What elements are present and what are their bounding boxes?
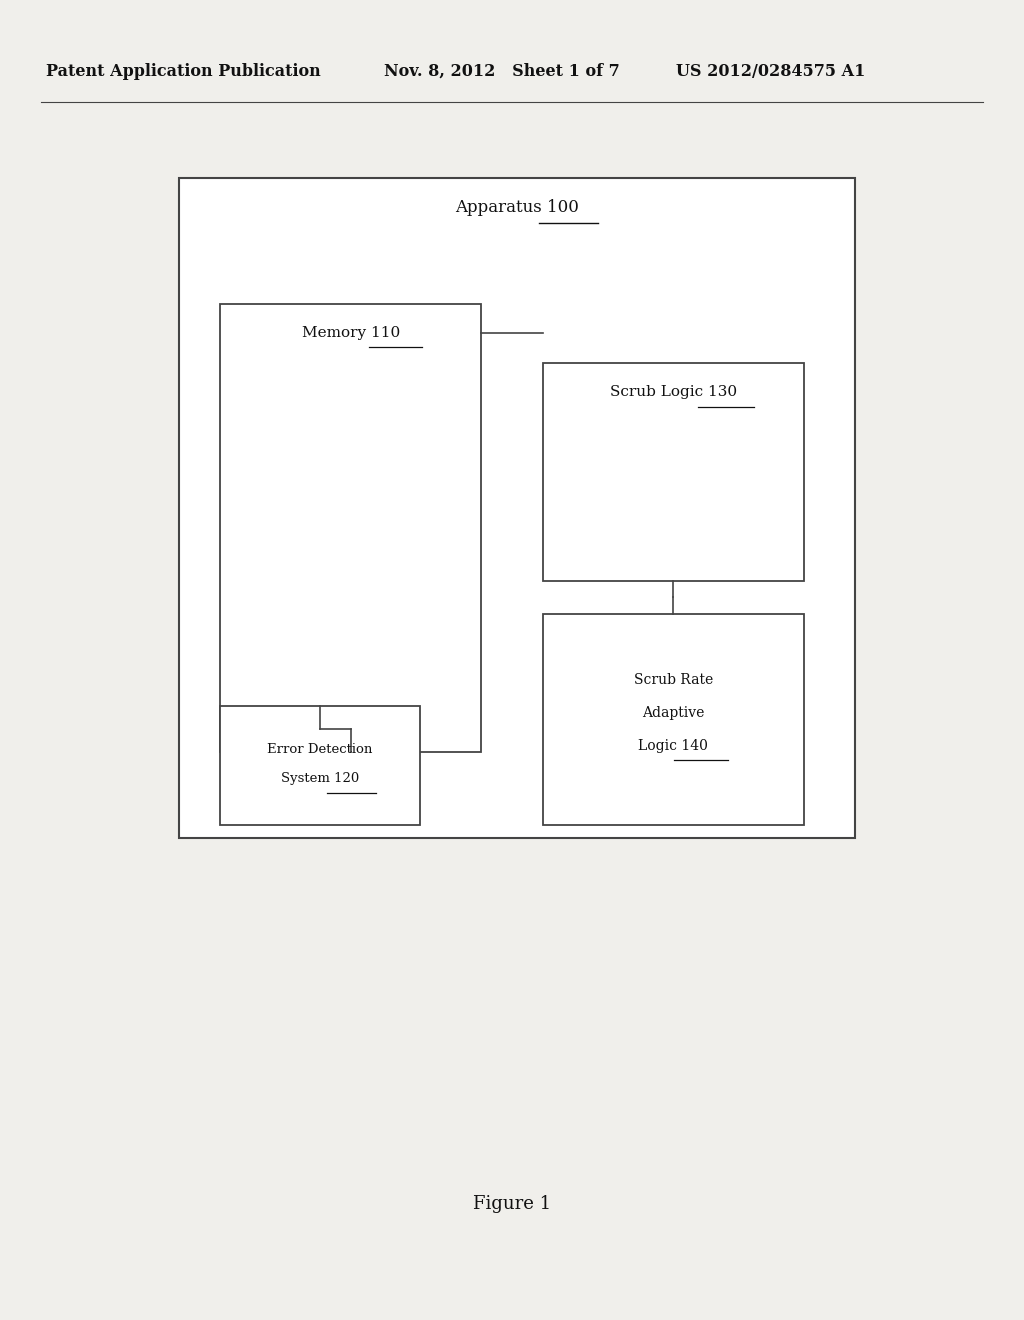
Text: Apparatus 100: Apparatus 100: [456, 199, 579, 215]
Text: Figure 1: Figure 1: [473, 1195, 551, 1213]
Text: Scrub Rate: Scrub Rate: [634, 673, 713, 686]
Bar: [220, 304, 481, 752]
Text: Nov. 8, 2012   Sheet 1 of 7: Nov. 8, 2012 Sheet 1 of 7: [384, 63, 620, 79]
Bar: [220, 706, 420, 825]
Text: System 120: System 120: [281, 772, 359, 785]
Text: US 2012/0284575 A1: US 2012/0284575 A1: [676, 63, 865, 79]
Text: Scrub Logic 130: Scrub Logic 130: [609, 385, 737, 399]
Text: Patent Application Publication: Patent Application Publication: [46, 63, 321, 79]
Text: Logic 140: Logic 140: [638, 739, 709, 752]
Text: Adaptive: Adaptive: [642, 706, 705, 719]
Text: Error Detection: Error Detection: [267, 743, 373, 756]
Bar: [543, 614, 804, 825]
Bar: [179, 178, 855, 838]
Text: Memory 110: Memory 110: [302, 326, 399, 339]
Bar: [543, 363, 804, 581]
